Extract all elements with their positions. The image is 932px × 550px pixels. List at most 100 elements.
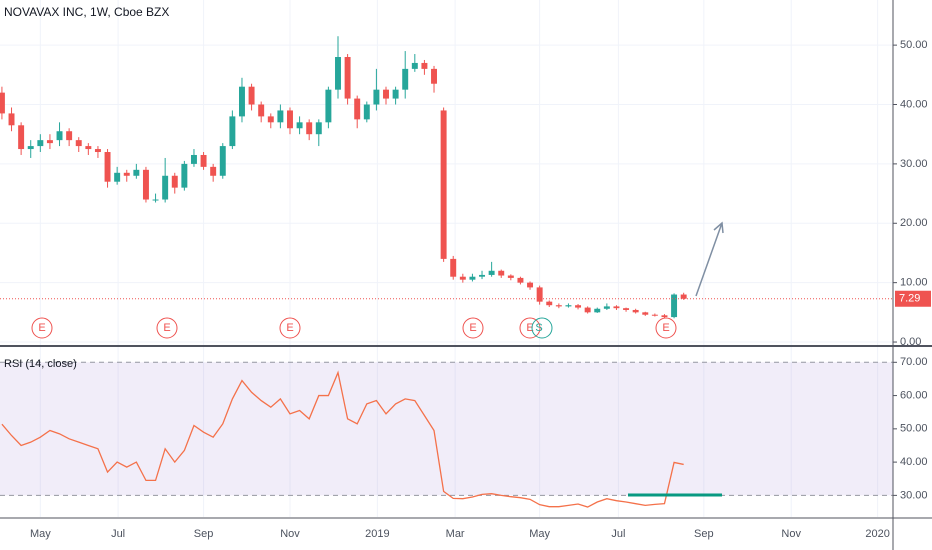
event-marker — [279, 317, 301, 339]
candle-body — [344, 57, 351, 99]
candle-body — [555, 305, 562, 307]
x-tick-label: 2019 — [365, 528, 389, 540]
event-marker — [519, 317, 541, 339]
candle-body — [171, 175, 178, 188]
x-tick-label: Jul — [611, 528, 625, 540]
candle-body — [498, 270, 505, 276]
event-label: E — [469, 322, 476, 334]
candle-body — [200, 154, 207, 167]
candle-body — [373, 89, 380, 105]
arrow-head — [713, 221, 724, 234]
candle-body — [219, 146, 226, 176]
x-tick-label: Sep — [694, 528, 714, 540]
candle-body — [680, 294, 687, 299]
x-tick-label: Nov — [280, 528, 300, 540]
candle-body — [142, 169, 149, 200]
event-marker — [156, 317, 178, 339]
candle-body — [584, 307, 591, 313]
candle-body — [421, 62, 428, 69]
y-tick-label: 50.00 — [900, 423, 928, 435]
candle-body — [229, 116, 236, 147]
candle-body — [546, 301, 553, 306]
candle-body — [507, 275, 514, 278]
y-tick-label: 30.00 — [900, 158, 928, 170]
candle-body — [114, 172, 121, 182]
candle-body — [575, 305, 582, 308]
event-marker — [462, 317, 484, 339]
candle-body — [479, 274, 486, 277]
x-tick-label: Nov — [781, 528, 801, 540]
candle-body — [411, 62, 418, 69]
candle-body — [267, 116, 274, 123]
candle-body — [248, 86, 255, 105]
candle-body — [152, 199, 159, 201]
last-price-box — [895, 290, 931, 307]
candle-body — [671, 294, 678, 318]
rsi-title: RSI (14, close) — [4, 358, 77, 370]
candle-body — [488, 270, 495, 275]
y-tick-label: 30.00 — [900, 489, 928, 501]
y-tick-label: 60.00 — [900, 389, 928, 401]
x-tick-label: May — [529, 528, 550, 540]
x-tick-label: Mar — [446, 528, 465, 540]
rsi-band — [0, 362, 893, 496]
candle-body — [469, 276, 476, 280]
projection-arrow — [695, 222, 723, 297]
candle-body — [46, 140, 53, 144]
candle-body — [459, 276, 466, 280]
event-label: E — [38, 322, 45, 334]
y-tick-label: 70.00 — [900, 356, 928, 368]
candle-body — [431, 68, 437, 84]
candle-body — [642, 312, 649, 315]
candle-body — [613, 306, 620, 309]
event-label: E — [662, 322, 669, 334]
y-tick-label: 0.00 — [900, 336, 921, 348]
event-label: E — [286, 322, 293, 334]
candle-body — [306, 122, 313, 135]
candle-body — [296, 122, 303, 129]
candle-body — [75, 140, 82, 147]
rsi-line — [1, 370, 684, 508]
candle-body — [440, 110, 447, 259]
candle-body — [565, 305, 572, 307]
candle-body — [354, 98, 361, 120]
candle-body — [0, 92, 5, 114]
candle-body — [287, 110, 293, 129]
candle-body — [85, 146, 92, 150]
candle-body — [190, 154, 197, 164]
candle-body — [94, 149, 101, 153]
candle-body — [56, 131, 63, 141]
event-marker — [655, 317, 677, 339]
y-tick-label: 50.00 — [900, 39, 928, 51]
event-label: E — [163, 322, 170, 334]
y-tick-label: 40.00 — [900, 456, 928, 468]
candle-body — [450, 258, 457, 277]
candle-body — [335, 57, 341, 90]
candle-body — [402, 68, 409, 90]
candle-body — [104, 152, 111, 182]
candle-body — [66, 131, 73, 141]
event-marker — [531, 317, 553, 339]
candle-body — [210, 166, 217, 176]
candle-body — [392, 89, 399, 99]
candle-body — [383, 89, 389, 99]
candle-body — [325, 89, 332, 123]
candle-body — [181, 163, 188, 188]
candle-body — [18, 125, 25, 150]
grid — [0, 0, 893, 517]
x-tick-label: 2020 — [865, 528, 889, 540]
y-tick-label: 40.00 — [900, 98, 928, 110]
candle-body — [238, 86, 245, 117]
candle-body — [258, 104, 265, 117]
event-label: E — [526, 322, 533, 334]
candle-body — [8, 113, 15, 126]
candle-body — [37, 140, 44, 147]
y-tick-label: 10.00 — [900, 277, 928, 289]
candle-body — [27, 146, 34, 150]
candle-body — [277, 110, 284, 123]
event-marker — [31, 317, 53, 339]
